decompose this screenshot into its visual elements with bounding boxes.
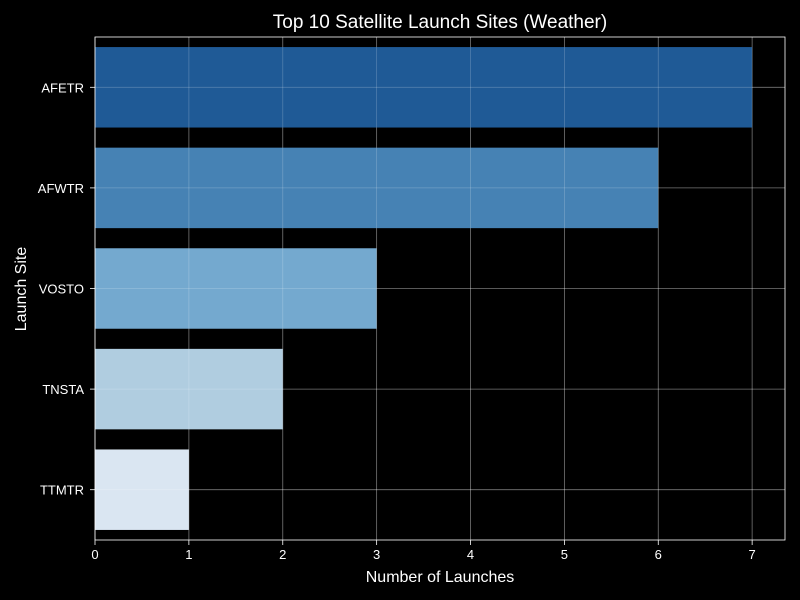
y-tick-label: TNSTA	[42, 382, 84, 397]
x-tick-label: 0	[91, 547, 98, 562]
y-tick-label: TTMTR	[40, 483, 84, 498]
bar-afwtr	[95, 147, 659, 229]
x-tick-labels: 0 1 2 3 4 5 6 7	[91, 547, 755, 562]
y-tick-labels: AFETR AFWTR VOSTO TNSTA TTMTR	[38, 80, 85, 497]
y-tick-label: AFETR	[41, 80, 84, 95]
bar-vosto	[95, 248, 377, 329]
y-tick-label: VOSTO	[39, 282, 84, 297]
plot-frame	[94, 36, 786, 541]
bar-afetr	[95, 47, 753, 128]
bar-ttmtr	[95, 449, 189, 530]
x-tick-label: 7	[749, 547, 756, 562]
bar-tnsta	[95, 348, 283, 430]
x-tick-label: 6	[655, 547, 662, 562]
y-axis-label: Launch Site	[13, 247, 30, 332]
bars	[94, 37, 785, 540]
axes	[90, 36, 786, 545]
x-tick-label: 4	[467, 547, 474, 562]
x-tick-label: 3	[373, 547, 380, 562]
chart-title: Top 10 Satellite Launch Sites (Weather)	[273, 12, 607, 33]
x-tick-label: 2	[279, 547, 286, 562]
x-tick-label: 1	[185, 547, 192, 562]
y-tick-label: AFWTR	[38, 181, 84, 196]
x-axis-label: Number of Launches	[366, 569, 515, 586]
x-tick-label: 5	[561, 547, 568, 562]
